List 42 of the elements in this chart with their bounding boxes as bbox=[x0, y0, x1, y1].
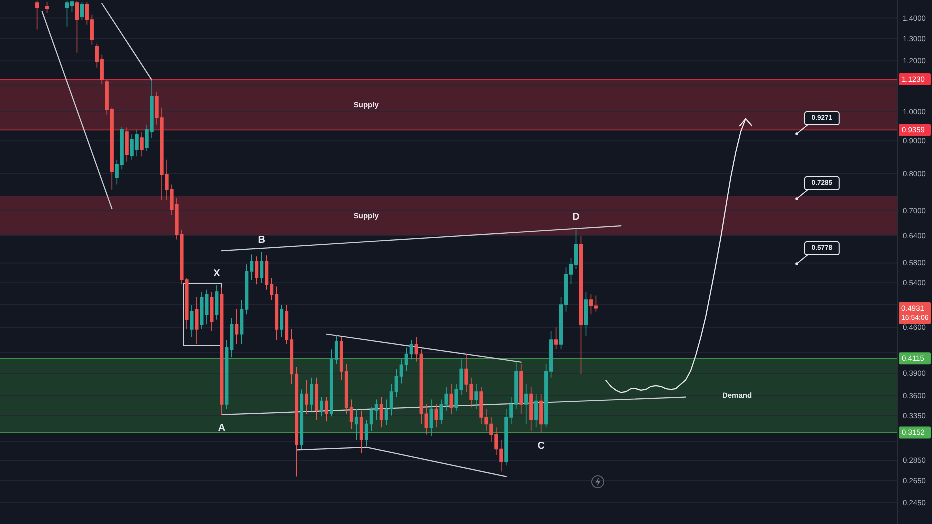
candlestick bbox=[530, 387, 534, 432]
candlestick bbox=[520, 364, 524, 415]
candlestick bbox=[140, 132, 144, 158]
candlestick bbox=[584, 292, 588, 337]
candlestick bbox=[434, 404, 438, 428]
candlestick bbox=[235, 309, 239, 345]
candlestick bbox=[260, 252, 264, 284]
candlestick bbox=[36, 0, 40, 30]
candlestick bbox=[190, 304, 194, 338]
candlestick bbox=[380, 396, 384, 428]
candlestick bbox=[300, 389, 304, 450]
candlestick bbox=[360, 410, 364, 454]
candlestick bbox=[540, 394, 544, 434]
annotation: B bbox=[258, 234, 266, 246]
candlestick bbox=[524, 384, 528, 425]
candlestick bbox=[280, 304, 284, 338]
candlestick bbox=[215, 285, 219, 320]
line-series bbox=[606, 118, 746, 394]
candlestick bbox=[354, 408, 358, 440]
annotation: C bbox=[538, 440, 545, 452]
candlestick bbox=[450, 384, 454, 415]
annotation: A bbox=[218, 422, 226, 434]
candlestick bbox=[195, 296, 199, 345]
candlestick bbox=[534, 394, 538, 428]
candlestick bbox=[46, 2, 50, 14]
candlestick bbox=[310, 377, 314, 412]
candlestick bbox=[320, 396, 324, 418]
candlestick bbox=[554, 327, 558, 350]
candlestick bbox=[579, 235, 584, 375]
candlestick bbox=[305, 380, 309, 415]
candlestick bbox=[314, 377, 319, 420]
candlestick bbox=[80, 2, 84, 20]
annotation: X bbox=[214, 268, 221, 280]
candlestick bbox=[430, 399, 434, 437]
candlestick bbox=[324, 396, 329, 422]
candlestick bbox=[75, 0, 79, 54]
candlestick bbox=[255, 256, 259, 286]
candlestick bbox=[474, 384, 478, 410]
annotation: D bbox=[572, 212, 580, 223]
candlestick bbox=[220, 287, 224, 416]
candlestick bbox=[125, 127, 129, 162]
candlestick bbox=[210, 292, 214, 332]
